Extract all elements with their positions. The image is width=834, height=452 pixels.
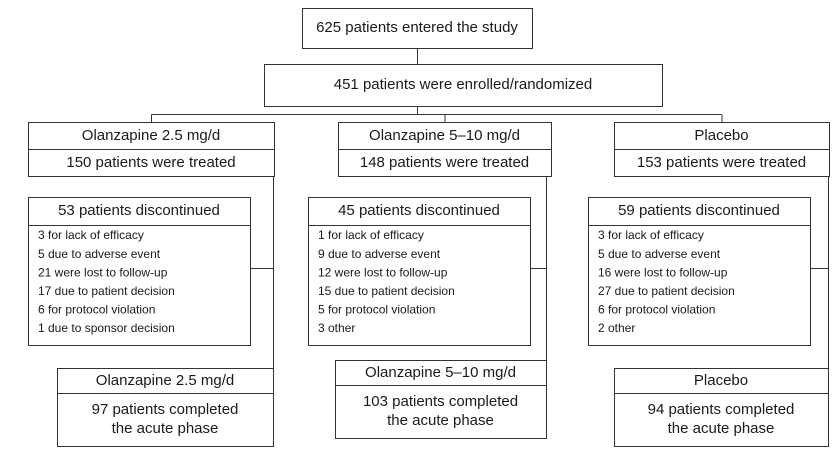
box [335, 385, 547, 439]
box [57, 393, 274, 447]
arm-name: Olanzapine 5–10 mg/d [369, 127, 520, 144]
reason: 3 for lack of efficacy [38, 228, 144, 242]
box-label: 451 patients were enrolled/randomized [334, 76, 593, 93]
box-label: 625 patients entered the study [316, 19, 518, 36]
reason: 6 for protocol violation [598, 303, 715, 317]
completed-text: the acute phase [668, 420, 775, 437]
box [264, 64, 663, 107]
box [28, 197, 251, 346]
box [28, 122, 275, 150]
reason: 2 other [598, 321, 635, 335]
box [302, 8, 533, 49]
reason: 5 due to adverse event [38, 247, 161, 261]
completed-name: Placebo [694, 372, 748, 389]
completed-text: the acute phase [387, 412, 494, 429]
reason: 27 due to patient decision [598, 284, 735, 298]
box [614, 393, 829, 447]
reason: 5 due to adverse event [598, 247, 721, 261]
completed-text: the acute phase [112, 420, 219, 437]
box [614, 149, 830, 177]
box [588, 197, 811, 346]
discontinued-title: 53 patients discontinued [58, 202, 220, 219]
discontinued-title: 45 patients discontinued [338, 202, 500, 219]
reason: 21 were lost to follow-up [38, 265, 168, 279]
reason: 16 were lost to follow-up [598, 265, 728, 279]
box [308, 197, 531, 346]
arm-name: Placebo [694, 127, 748, 144]
reason: 1 for lack of efficacy [318, 228, 424, 242]
completed-text: 103 patients completed [363, 393, 518, 410]
arm-name: Olanzapine 2.5 mg/d [82, 127, 220, 144]
completed-text: 94 patients completed [648, 401, 795, 418]
reason: 1 due to sponsor decision [38, 321, 175, 335]
box [338, 149, 552, 177]
box [57, 368, 274, 394]
completed-name: Olanzapine 5–10 mg/d [365, 364, 516, 381]
discontinued-title: 59 patients discontinued [618, 202, 780, 219]
reason: 12 were lost to follow-up [318, 265, 448, 279]
reason: 15 due to patient decision [318, 284, 455, 298]
treated: 148 patients were treated [360, 154, 529, 171]
treated: 153 patients were treated [637, 154, 806, 171]
reason: 17 due to patient decision [38, 284, 175, 298]
box [28, 149, 275, 177]
reason: 3 for lack of efficacy [598, 228, 704, 242]
completed-text: 97 patients completed [92, 401, 239, 418]
reason: 5 for protocol violation [318, 303, 435, 317]
completed-name: Olanzapine 2.5 mg/d [96, 372, 234, 389]
box [335, 360, 547, 386]
reason: 9 due to adverse event [318, 247, 441, 261]
reason: 6 for protocol violation [38, 303, 155, 317]
treated: 150 patients were treated [66, 154, 235, 171]
reason: 3 other [318, 321, 355, 335]
